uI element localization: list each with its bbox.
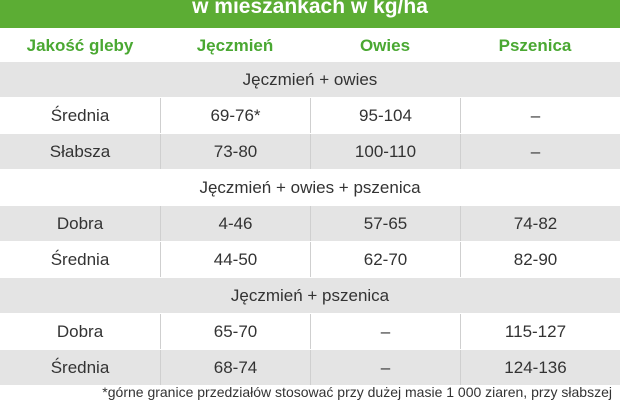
footnote: *górne granice przedziałów stosować przy… (102, 384, 612, 400)
data-row: Średnia 44-50 62-70 82-90 (0, 242, 620, 278)
cell: 73-80 (160, 134, 310, 169)
cell: Słabsza (49, 141, 111, 161)
cell: Średnia (50, 105, 110, 125)
column-header: Jakość gleby (26, 35, 134, 55)
cell: 57-65 (310, 206, 460, 241)
data-row: Średnia 69-76* 95-104– (0, 98, 620, 134)
column-header: Pszenica (498, 35, 572, 55)
header-row: Jakość gleby Jęczmień Owies Pszenica (0, 28, 620, 64)
cell: Dobra (56, 213, 104, 233)
cell: – (310, 314, 460, 349)
group-title: Jęczmień + pszenica (230, 285, 390, 305)
cell: 65-70 (160, 314, 310, 349)
cell: 124-136 (460, 350, 610, 385)
cell: 44-50 (160, 242, 310, 277)
group-row: Jęczmień + owies + pszenica (0, 170, 620, 206)
group-title: Jęczmień + owies + pszenica (199, 177, 421, 197)
cell: 4-46 (160, 206, 310, 241)
cell: 74-82 (460, 206, 610, 241)
data-row: Dobra 65-70–115-127 (0, 314, 620, 350)
cell: 68-74 (160, 350, 310, 385)
cell: Dobra (56, 321, 104, 341)
cell: Średnia (50, 249, 110, 269)
cell: 82-90 (460, 242, 610, 277)
group-title: Jęczmień + owies (242, 69, 378, 89)
cell: Średnia (50, 357, 110, 377)
data-row: Dobra 4-46 57-65 74-82 (0, 206, 620, 242)
cell: 95-104 (310, 98, 460, 133)
data-row: Słabsza 73-80 100-110– (0, 134, 620, 170)
column-header: Jęczmień (196, 35, 274, 55)
cell: 115-127 (460, 314, 610, 349)
title: w mieszankach w kg/ha (192, 0, 428, 18)
group-row: Jęczmień + pszenica (0, 278, 620, 314)
group-row: Jęczmień + owies (0, 62, 620, 98)
cell: 100-110 (310, 134, 460, 169)
title-banner: w mieszankach w kg/ha (0, 0, 620, 28)
cell: 69-76* (160, 98, 310, 133)
cell: – (310, 350, 460, 385)
cell: – (460, 98, 610, 133)
cell: – (460, 134, 610, 169)
data-row: Średnia 68-74–124-136 (0, 350, 620, 386)
column-header: Owies (359, 35, 411, 55)
cell: 62-70 (310, 242, 460, 277)
